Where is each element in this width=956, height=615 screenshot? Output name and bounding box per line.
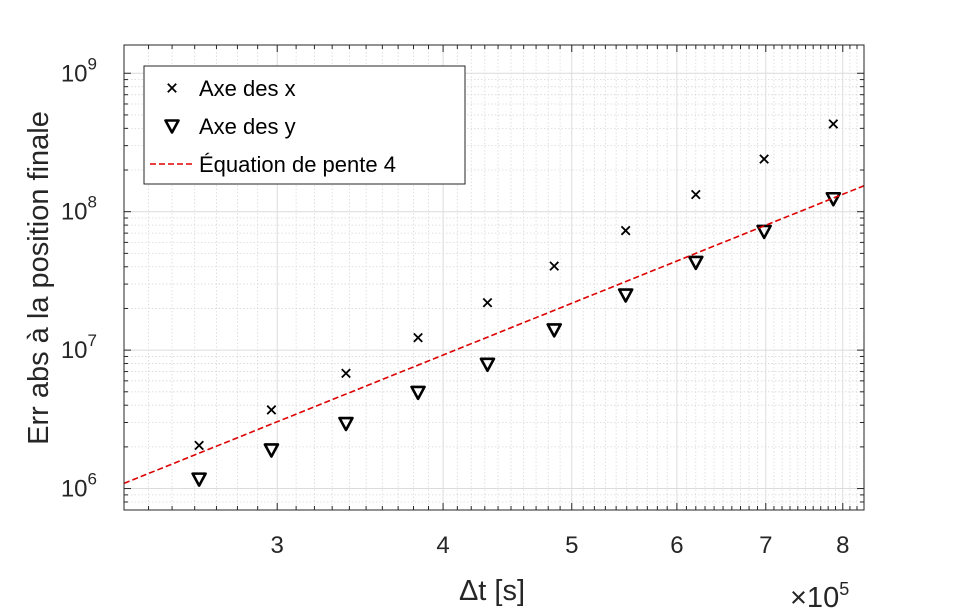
legend-label: Axe des x [199,76,296,101]
data-point-triangle [617,288,634,303]
data-point-x [266,405,277,415]
data-point-triangle [191,472,207,487]
fit-line [124,184,864,485]
x-exponent-base: ×10 [790,582,839,614]
data-point-x [194,440,204,451]
major-grid [124,45,864,510]
y-tick-label: 108 [61,193,97,226]
y-axis-title: Err abs à la position finale [23,111,55,445]
axis-ticks [124,45,865,511]
tick-labels: 3 4 5 6 7 8 106 107 108 109 [61,54,850,559]
legend-marker-triangle [164,119,180,134]
series-3 [124,184,864,485]
data-point-x [341,368,351,379]
data-point-triangle [410,385,426,401]
data-point-x [828,119,839,129]
y-tick-label: 107 [61,331,97,364]
data-point-x [759,154,769,164]
legend-item: Équation de pente 4 [150,152,396,177]
x-tick-label: 3 [271,532,284,559]
x-exponent-label: ×105 [790,579,849,614]
legend-marker-x [167,83,177,93]
x-exponent-power: 5 [839,579,849,599]
data-point-x [549,261,560,271]
legend: Axe des x Axe des y Équation de pente 4 [143,65,466,185]
legend-label: Équation de pente 4 [199,152,396,177]
x-axis-title: Δt [s] [459,575,525,607]
data-point-triangle [338,416,354,432]
data-point-x [482,297,493,308]
x-tick-label: 8 [836,532,849,559]
y-tick-label: 109 [61,54,97,87]
x-tick-label: 5 [565,532,578,559]
data-point-x [413,332,423,343]
data-point-triangle [263,443,280,458]
data-point-x [690,189,701,200]
svg-text:×105: ×105 [790,579,849,614]
data-point-x [620,225,631,236]
series-1 [194,119,839,451]
series-2 [191,191,842,487]
legend-label: Axe des y [199,114,296,139]
data-point-triangle [479,357,496,373]
legend-item: Axe des y [164,114,296,139]
legend-item: Axe des x [167,76,296,101]
x-tick-label: 7 [759,532,772,559]
x-tick-label: 4 [436,532,449,559]
data-point-triangle [546,323,562,338]
y-tick-label: 106 [61,470,97,503]
x-tick-label: 6 [670,532,683,559]
legend-box [143,65,466,185]
data-point-triangle [687,255,704,271]
plot-frame [123,44,865,511]
series-layer [124,119,864,487]
